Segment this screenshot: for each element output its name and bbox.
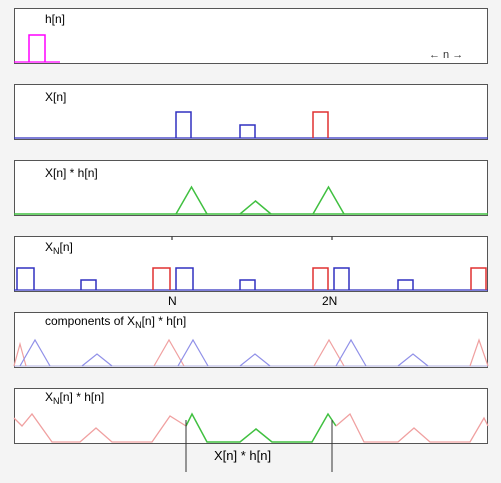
- xn-pulse-8: [397, 279, 414, 290]
- tick-label-n: N: [168, 294, 177, 308]
- panel-label-x-conv-h: X[n] * h[n]: [45, 166, 98, 180]
- panel-components: components of XN[n] * h[n]: [14, 312, 488, 368]
- component-triangle-4: [153, 338, 185, 367]
- xn-pulse-6: [312, 267, 329, 290]
- xn-pulse-3: [152, 267, 171, 290]
- component-triangle-1: [13, 341, 27, 367]
- conv-triangle-3: [312, 185, 345, 215]
- conv-triangle-2: [239, 200, 272, 215]
- xn-pulse-2: [80, 279, 97, 290]
- component-triangle-3: [81, 353, 113, 367]
- tick-label-2n: 2N: [322, 294, 338, 308]
- bottom-label: X[n] * h[n]: [214, 448, 272, 463]
- xn-pulse-4: [175, 267, 194, 290]
- panel-x: X[n]: [14, 84, 488, 140]
- panel-label-xn-conv-h: XN[n] * h[n]: [45, 390, 105, 406]
- component-triangle-7: [313, 338, 345, 367]
- xn-pulse-9: [470, 267, 487, 290]
- xn-conv-center: [185, 412, 337, 443]
- panel-label-h: h[n]: [45, 12, 66, 26]
- panel-label-components: components of XN[n] * h[n]: [45, 314, 187, 330]
- h-pulse: [28, 34, 46, 62]
- x-pulse-2: [239, 124, 256, 138]
- component-triangle-10: [469, 338, 489, 367]
- xn-pulse-5: [239, 279, 256, 290]
- panel-x-conv-h: X[n] * h[n]: [14, 160, 488, 216]
- component-triangle-2: [19, 338, 51, 367]
- panel-xn-conv-h: XN[n] * h[n]: [14, 388, 488, 444]
- component-triangle-9: [397, 353, 429, 367]
- axis-direction-note: ← n →: [429, 49, 464, 61]
- xn-pulse-7: [333, 267, 350, 290]
- xn-pulse-1: [16, 267, 35, 290]
- component-triangle-8: [335, 338, 367, 367]
- panel-xn: XN[n]: [14, 236, 488, 292]
- xn-conv-right: [335, 412, 489, 443]
- xn-conv-left: [13, 412, 187, 443]
- panel-label-x: X[n]: [45, 90, 67, 104]
- x-pulse-3: [312, 111, 329, 138]
- component-triangle-6: [239, 353, 271, 367]
- x-pulse-1: [175, 111, 192, 138]
- panel-h: h[n] ← n →: [14, 8, 488, 64]
- component-triangle-5: [177, 338, 209, 367]
- panel-label-xn: XN[n]: [45, 240, 73, 256]
- conv-triangle-1: [175, 185, 208, 215]
